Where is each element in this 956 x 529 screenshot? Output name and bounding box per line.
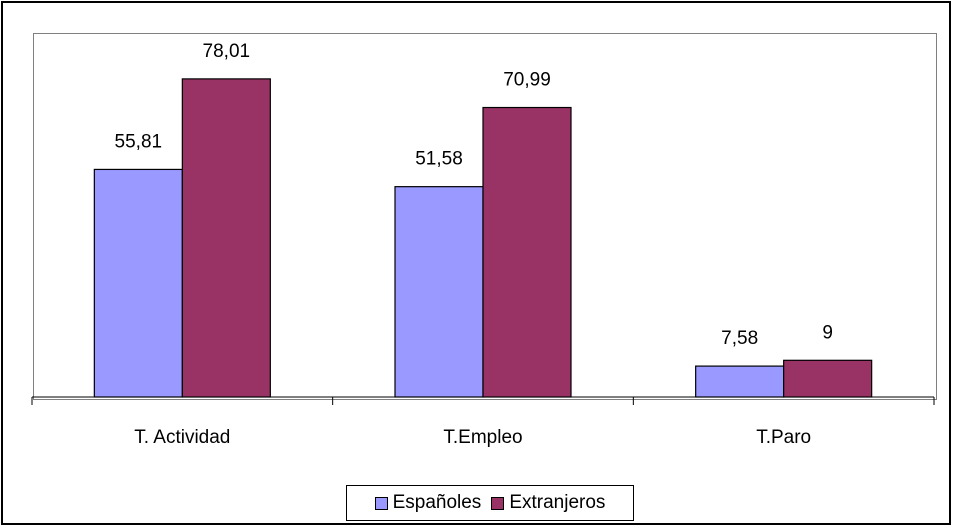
bar-espanoles-t-actividad <box>93 168 183 398</box>
bar-extranjeros-t-paro <box>783 359 873 398</box>
data-label-extranjeros-t-empleo: 70,99 <box>503 70 551 91</box>
tick-label-t-actividad: T. Actividad <box>134 427 230 448</box>
legend-item-extranjeros: Extranjeros <box>491 492 605 514</box>
bar-espanoles-t-paro <box>695 365 785 398</box>
bars-layer <box>93 78 873 398</box>
bar-espanoles-t-empleo <box>394 186 484 398</box>
labels-layer: 55,81 78,01 T. Actividad 51,58 70,99 T.Empleo… <box>115 41 833 448</box>
legend: Españoles Extranjeros <box>346 485 634 521</box>
tick-label-t-empleo: T.Empleo <box>443 427 522 448</box>
bar-extranjeros-t-actividad <box>181 78 271 398</box>
legend-swatch-extranjeros <box>491 496 505 510</box>
x-axis <box>31 396 935 405</box>
legend-item-espanoles: Españoles <box>374 492 482 514</box>
data-label-espanoles-t-paro: 7,58 <box>721 328 758 349</box>
bar-extranjeros-t-empleo <box>482 106 572 398</box>
legend-label-espanoles: Españoles <box>392 492 482 513</box>
data-label-extranjeros-t-actividad: 78,01 <box>203 41 251 62</box>
data-label-extranjeros-t-paro: 9 <box>822 322 833 343</box>
plot-area-border <box>33 33 937 400</box>
legend-label-extranjeros: Extranjeros <box>509 492 606 513</box>
data-label-espanoles-t-actividad: 55,81 <box>115 131 163 152</box>
legend-swatch-espanoles <box>374 496 388 510</box>
tick-label-t-paro: T.Paro <box>756 427 811 448</box>
data-label-espanoles-t-empleo: 51,58 <box>415 149 463 170</box>
